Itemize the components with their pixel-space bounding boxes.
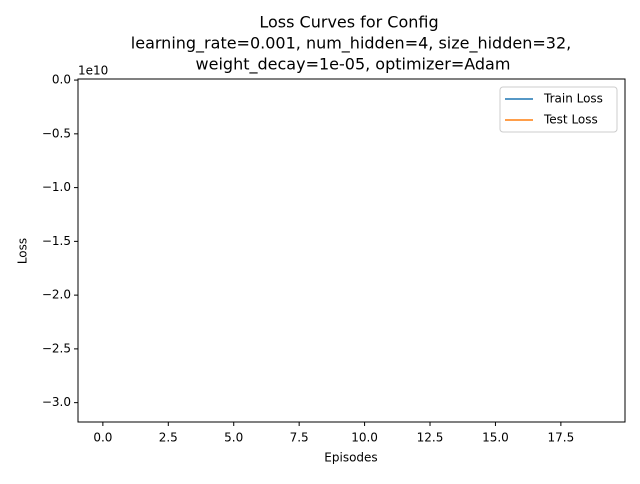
- chart-title: learning_rate=0.001, num_hidden=4, size_…: [131, 34, 571, 54]
- y-offset-label: 1e10: [78, 64, 108, 78]
- x-tick-label: 2.5: [159, 431, 178, 445]
- chart-title: Loss Curves for Config: [259, 13, 438, 32]
- plot-frame: [77, 78, 626, 423]
- y-tick-label: −3.0: [42, 395, 71, 409]
- x-tick-label: 5.0: [224, 431, 243, 445]
- legend-label: Test Loss: [543, 113, 598, 127]
- x-tick-label: 17.5: [548, 431, 575, 445]
- y-tick-label: −1.5: [42, 234, 71, 248]
- x-tick-label: 12.5: [417, 431, 444, 445]
- y-tick-label: −0.5: [42, 126, 71, 140]
- chart-title: weight_decay=1e-05, optimizer=Adam: [196, 55, 511, 75]
- y-axis-label: Loss: [16, 238, 30, 264]
- y-tick-label: 0.0: [52, 73, 71, 87]
- y-tick-label: −2.0: [42, 288, 71, 302]
- x-tick-label: 0.0: [93, 431, 112, 445]
- x-tick-label: 10.0: [351, 431, 378, 445]
- y-tick-label: −2.5: [42, 341, 71, 355]
- x-axis-label: Episodes: [324, 451, 377, 465]
- y-tick-label: −1.0: [42, 180, 71, 194]
- legend-label: Train Loss: [543, 92, 603, 106]
- x-tick-label: 15.0: [482, 431, 509, 445]
- x-tick-label: 7.5: [290, 431, 309, 445]
